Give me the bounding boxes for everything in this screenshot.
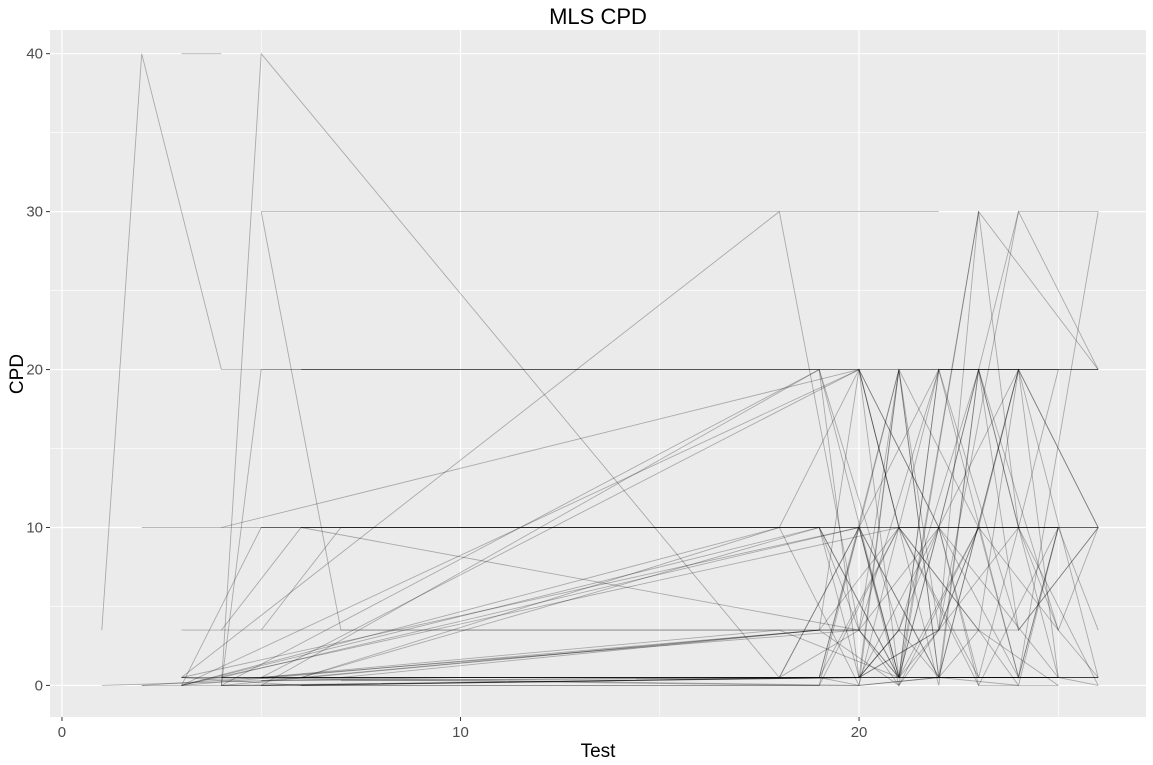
series-line-6 — [181, 211, 1099, 686]
major-gridlines — [50, 30, 1146, 717]
series-line-24 — [221, 369, 1099, 679]
series-line-46 — [261, 368, 1099, 686]
series-line-44 — [221, 369, 979, 686]
series-line-48 — [221, 369, 1099, 678]
series-line-33 — [221, 369, 1099, 678]
y-tick-label: 20 — [26, 362, 43, 379]
series-line-32 — [181, 527, 1059, 686]
series-line-19 — [261, 211, 1099, 686]
series-line-2 — [101, 677, 1059, 686]
series-line-15 — [301, 369, 1099, 687]
series-line-40 — [221, 369, 1019, 686]
series-line-42 — [261, 526, 1099, 686]
chart-title: MLS CPD — [549, 4, 647, 29]
series-line-35 — [260, 368, 1019, 686]
series-line-9 — [220, 52, 1059, 687]
series-line-43 — [300, 526, 1059, 686]
series-line-23 — [301, 526, 1059, 687]
y-axis: 0 10 20 30 40 — [26, 46, 50, 694]
plot-panel — [50, 30, 1146, 717]
series-line-28 — [221, 368, 1099, 686]
series-line-8 — [181, 369, 1099, 679]
series-line-41 — [181, 527, 1099, 686]
series-line-39 — [261, 369, 1099, 682]
series-line-11 — [220, 369, 1099, 686]
series-line-53 — [340, 677, 1099, 682]
series-line-22 — [261, 526, 1099, 686]
series-line-38 — [300, 526, 1059, 679]
series-line-7 — [181, 368, 1059, 686]
series-line-4 — [141, 527, 1019, 686]
series-line-25 — [181, 368, 1059, 686]
series-line-20 — [181, 210, 1099, 678]
series-line-13 — [261, 369, 1099, 682]
series-line-10 — [221, 369, 1099, 679]
series-line-27 — [301, 369, 1059, 680]
series-line-1 — [101, 53, 1099, 678]
x-axis: 0 10 20 — [58, 717, 868, 741]
series-lines — [101, 52, 1099, 687]
minor-gridlines — [50, 30, 1146, 717]
y-axis-title: CPD — [7, 354, 28, 394]
x-tick-label: 10 — [452, 724, 469, 741]
series-line-30 — [301, 367, 1099, 686]
y-tick-label: 30 — [26, 204, 43, 221]
series-line-54 — [181, 629, 939, 686]
series-line-26 — [261, 210, 1099, 679]
y-tick-label: 10 — [26, 519, 43, 536]
series-line-12 — [260, 211, 980, 687]
y-tick-label: 0 — [35, 677, 43, 694]
series-line-18 — [221, 368, 1099, 686]
series-line-45 — [181, 369, 1059, 686]
x-axis-title: Test — [581, 741, 617, 762]
series-line-16 — [301, 211, 1099, 678]
series-line-31 — [260, 369, 1019, 631]
series-line-29 — [181, 526, 1059, 678]
series-line-47 — [301, 526, 1059, 686]
series-line-36 — [181, 677, 1059, 686]
series-line-34 — [141, 369, 1059, 686]
y-tick-label: 40 — [26, 46, 43, 63]
x-tick-label: 20 — [851, 724, 868, 741]
series-line-3 — [141, 369, 1099, 678]
x-tick-label: 0 — [58, 724, 66, 741]
series-line-37 — [221, 211, 980, 687]
series-line-21 — [221, 526, 1059, 686]
series-line-17 — [181, 368, 1019, 686]
